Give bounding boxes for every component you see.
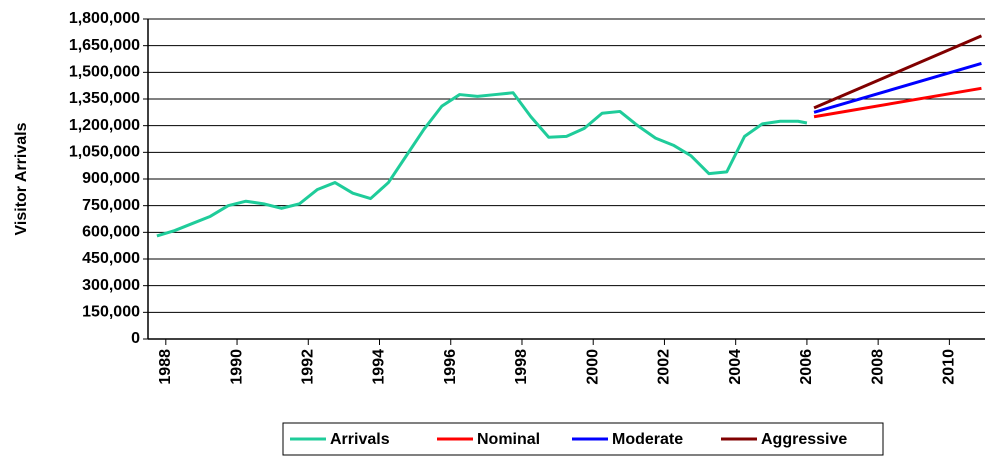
x-tick-label: 1992 [299, 349, 316, 385]
y-tick-label: 1,350,000 [69, 90, 140, 107]
x-tick-label: 1988 [157, 349, 174, 385]
y-tick-label: 0 [131, 330, 140, 347]
y-tick-label: 150,000 [82, 304, 140, 321]
y-tick-label: 450,000 [82, 250, 140, 267]
x-tick-label: 1994 [371, 349, 388, 385]
x-tick-label: 1996 [442, 349, 459, 385]
y-tick-label: 1,050,000 [69, 144, 140, 161]
y-tick-label: 900,000 [82, 170, 140, 187]
series-line [813, 62, 982, 114]
y-tick-label: 1,500,000 [69, 64, 140, 81]
y-tick-label: 1,650,000 [69, 37, 140, 54]
x-tick-label: 1990 [228, 349, 245, 385]
x-tick-label: 2002 [656, 349, 673, 385]
x-tick-label: 2008 [869, 349, 886, 385]
series-line [156, 91, 808, 238]
y-tick-label: 600,000 [82, 224, 140, 241]
legend-label: Aggressive [761, 431, 847, 448]
x-tick-label: 2010 [941, 349, 958, 385]
series-line [813, 34, 983, 110]
y-tick-label: 1,800,000 [69, 10, 140, 27]
y-tick-label: 300,000 [82, 277, 140, 294]
x-tick-label: 2000 [584, 349, 601, 385]
x-tick-label: 1998 [513, 349, 530, 385]
legend-label: Nominal [477, 431, 540, 448]
legend-label: Moderate [612, 431, 683, 448]
x-tick-label: 2004 [727, 349, 744, 385]
x-tick-label: 2006 [798, 349, 815, 385]
y-tick-label: 1,200,000 [69, 117, 140, 134]
y-tick-label: 750,000 [82, 197, 140, 214]
y-axis-title: Visitor Arrivals [13, 122, 30, 235]
legend-label: Arrivals [330, 431, 390, 448]
series-line [813, 86, 982, 119]
